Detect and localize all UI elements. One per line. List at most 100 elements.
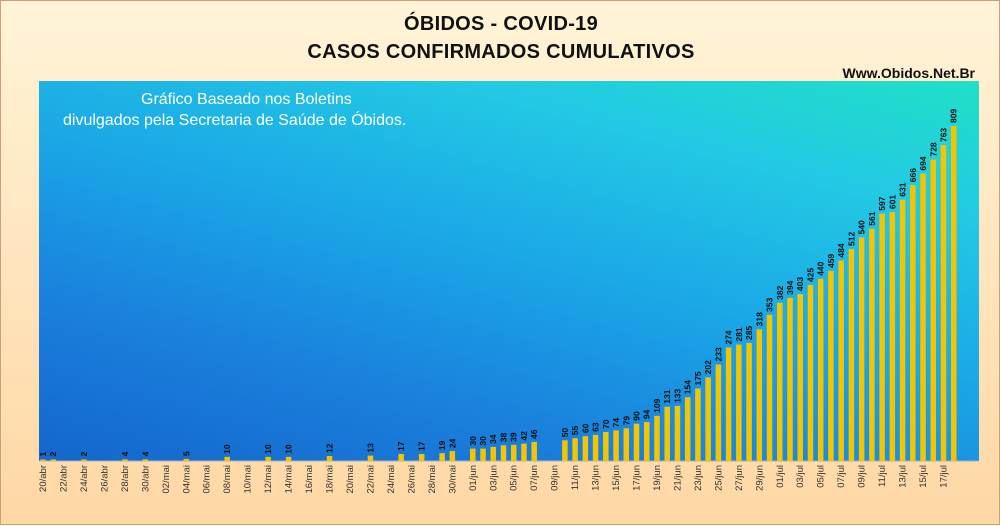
bar xyxy=(879,213,885,461)
bar-value-label: 154 xyxy=(683,380,693,394)
bar xyxy=(603,432,609,461)
bar xyxy=(224,456,230,461)
bar-value-label: 285 xyxy=(744,326,754,340)
bar-value-label: 425 xyxy=(805,268,815,282)
x-tick-label: 15/jun xyxy=(611,465,622,491)
bar xyxy=(787,297,793,461)
bar-value-label: 728 xyxy=(928,142,938,156)
x-tick-label: 02/mai xyxy=(161,465,172,494)
bar xyxy=(367,455,374,461)
bar xyxy=(848,248,855,461)
bar-value-label: 17 xyxy=(417,441,427,451)
x-tick-label: 30/abr xyxy=(140,465,151,492)
bar xyxy=(766,314,773,461)
x-tick-label: 29/jun xyxy=(754,465,765,491)
bar xyxy=(889,212,896,461)
bar xyxy=(623,428,630,461)
x-tick-label: 09/jun xyxy=(550,465,561,491)
annotation-line-2: divulgados pela Secretaria de Saúde de Ó… xyxy=(63,112,407,129)
x-tick-label: 14/mai xyxy=(284,465,295,494)
bar xyxy=(480,448,486,461)
x-tick-label: 13/jul xyxy=(898,465,909,488)
bar xyxy=(940,145,947,461)
bar-value-label: 12 xyxy=(325,443,335,453)
bar xyxy=(183,458,190,461)
bar-value-label: 19 xyxy=(437,440,447,450)
bar xyxy=(418,453,425,461)
x-tick-label: 25/jun xyxy=(713,465,724,491)
bar xyxy=(725,347,732,461)
chart-subtitle: CASOS CONFIRMADOS CUMULATIVOS xyxy=(307,41,695,63)
bar xyxy=(664,406,670,461)
x-tick-label: 23/jun xyxy=(693,465,704,491)
x-tick-label: 28/mai xyxy=(427,465,438,494)
bar xyxy=(828,270,834,461)
bar-value-label: 233 xyxy=(713,347,723,361)
bar-value-label: 10 xyxy=(284,444,294,454)
bar xyxy=(746,342,752,461)
bar-value-label: 30 xyxy=(478,436,488,446)
x-tick-label: 20/mai xyxy=(345,465,356,494)
x-tick-label: 24/abr xyxy=(79,465,90,492)
chart-title: ÓBIDOS - COVID-19 xyxy=(403,13,599,35)
bar-value-label: 109 xyxy=(652,398,662,412)
x-tick-label: 10/mai xyxy=(243,465,254,494)
x-tick-label: 01/jun xyxy=(468,465,479,491)
bar xyxy=(490,446,496,461)
bar-value-label: 540 xyxy=(857,220,867,234)
bar-value-label: 1 xyxy=(38,452,48,457)
bar-value-label: 561 xyxy=(867,211,877,225)
bar xyxy=(265,456,271,461)
bar xyxy=(142,459,149,461)
x-tick-label: 20/abr xyxy=(38,465,49,492)
annotation-line-1: Gráfico Baseado nos Boletins xyxy=(141,91,352,108)
bar-value-label: 403 xyxy=(795,277,805,291)
bar-value-label: 34 xyxy=(488,434,498,444)
x-tick-label: 11/jul xyxy=(877,465,888,487)
bar xyxy=(582,436,589,461)
x-tick-label: 05/jul xyxy=(816,465,827,488)
bar-value-label: 318 xyxy=(754,312,764,326)
bar-value-label: 809 xyxy=(949,109,959,123)
bar xyxy=(633,423,640,461)
x-tick-label: 13/jun xyxy=(591,465,602,491)
bar-value-label: 39 xyxy=(509,432,519,442)
x-tick-label: 12/mai xyxy=(263,465,274,494)
bar xyxy=(592,434,599,461)
bar xyxy=(807,285,814,461)
bar-value-label: 601 xyxy=(887,195,897,209)
x-tick-label: 15/jul xyxy=(918,465,929,488)
bar-value-label: 13 xyxy=(365,443,375,453)
bar-value-label: 74 xyxy=(611,418,621,428)
x-tick-label: 03/jun xyxy=(488,465,499,491)
bar-value-label: 4 xyxy=(140,451,150,456)
bar-value-label: 55 xyxy=(570,425,580,435)
bar-value-label: 42 xyxy=(519,431,529,441)
x-tick-label: 07/jun xyxy=(529,465,540,491)
x-tick-label: 01/jul xyxy=(775,465,786,488)
bar-value-label: 631 xyxy=(898,182,908,196)
bar xyxy=(715,364,722,461)
bar-value-label: 90 xyxy=(632,411,642,421)
bar-value-label: 133 xyxy=(672,388,682,402)
x-tick-label: 09/jul xyxy=(857,465,868,488)
x-tick-label: 19/jun xyxy=(652,465,663,491)
bar-value-label: 459 xyxy=(826,253,836,267)
bar xyxy=(695,388,701,461)
bar-value-label: 2 xyxy=(48,452,58,457)
bar-value-label: 30 xyxy=(468,436,478,446)
bar-value-label: 4 xyxy=(120,451,130,456)
x-tick-label: 30/mai xyxy=(447,465,458,494)
bar-value-label: 440 xyxy=(816,261,826,275)
x-tick-label: 26/abr xyxy=(99,465,110,492)
bar xyxy=(705,377,711,461)
bar xyxy=(122,459,128,461)
bar-value-label: 5 xyxy=(181,451,191,456)
bar-value-label: 24 xyxy=(447,438,457,448)
bar xyxy=(613,430,619,461)
bar xyxy=(899,199,906,461)
x-tick-label: 18/mai xyxy=(325,465,336,494)
bar xyxy=(50,459,56,461)
